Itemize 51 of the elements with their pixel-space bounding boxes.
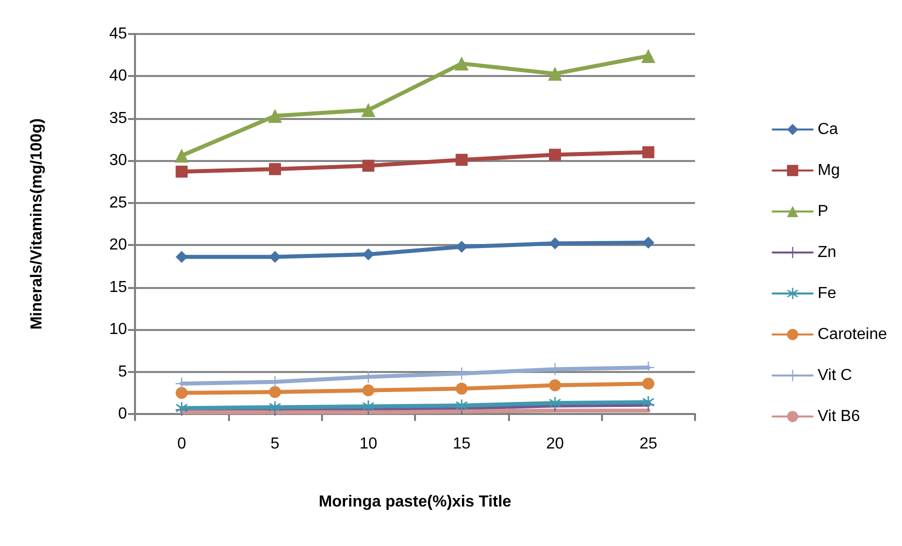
point bbox=[174, 148, 189, 163]
y-tick-label: 15 bbox=[109, 278, 128, 296]
point bbox=[642, 378, 654, 390]
point bbox=[176, 166, 188, 178]
y-tick-label: 35 bbox=[109, 110, 128, 127]
x-tick-label: 5 bbox=[270, 436, 280, 452]
y-tick-label: 20 bbox=[109, 236, 128, 254]
x-tick-label: 10 bbox=[359, 436, 378, 452]
point bbox=[269, 250, 281, 263]
y-tick-label: 40 bbox=[109, 68, 128, 85]
point bbox=[642, 396, 654, 408]
y-axis-title: Minerals/Vitamins(mg/100g) bbox=[28, 118, 46, 330]
point bbox=[456, 154, 468, 166]
x-tick-label: 15 bbox=[452, 436, 471, 452]
y-tick-label: 45 bbox=[109, 26, 128, 42]
point bbox=[642, 146, 654, 158]
legend-label: P bbox=[818, 203, 828, 220]
legend-label: Caroteine bbox=[818, 326, 888, 343]
legend-label: Ca bbox=[818, 121, 838, 138]
point bbox=[454, 56, 469, 71]
legend-label: Fe bbox=[818, 285, 836, 302]
legend-label: Mg bbox=[818, 162, 840, 179]
x-tick-label: 0 bbox=[177, 436, 186, 452]
point bbox=[549, 379, 561, 392]
point bbox=[549, 397, 561, 410]
point bbox=[176, 386, 188, 399]
point bbox=[268, 108, 282, 123]
y-tick-label: 0 bbox=[118, 406, 128, 422]
point bbox=[456, 400, 468, 412]
y-tick-label: 30 bbox=[109, 152, 128, 170]
point bbox=[362, 400, 374, 412]
legend-label: Vit B6 bbox=[818, 408, 860, 425]
y-tick-label: 10 bbox=[109, 321, 128, 338]
point bbox=[641, 48, 656, 63]
point bbox=[362, 160, 374, 172]
point bbox=[548, 66, 562, 81]
point bbox=[361, 103, 376, 117]
point bbox=[549, 237, 561, 250]
legend-label: Zn bbox=[818, 244, 836, 261]
point bbox=[269, 386, 281, 398]
point bbox=[456, 382, 468, 395]
x-tick-label: 20 bbox=[546, 436, 564, 452]
x-axis-title: Moringa paste(%)xis Title bbox=[318, 494, 512, 510]
point bbox=[269, 401, 281, 414]
legend-label: Vit C bbox=[818, 367, 852, 384]
point bbox=[549, 148, 561, 161]
point bbox=[362, 384, 374, 396]
y-tick-label: 5 bbox=[118, 363, 128, 380]
point bbox=[269, 163, 281, 176]
x-tick-label: 25 bbox=[639, 436, 658, 452]
y-tick-label: 25 bbox=[109, 194, 128, 212]
